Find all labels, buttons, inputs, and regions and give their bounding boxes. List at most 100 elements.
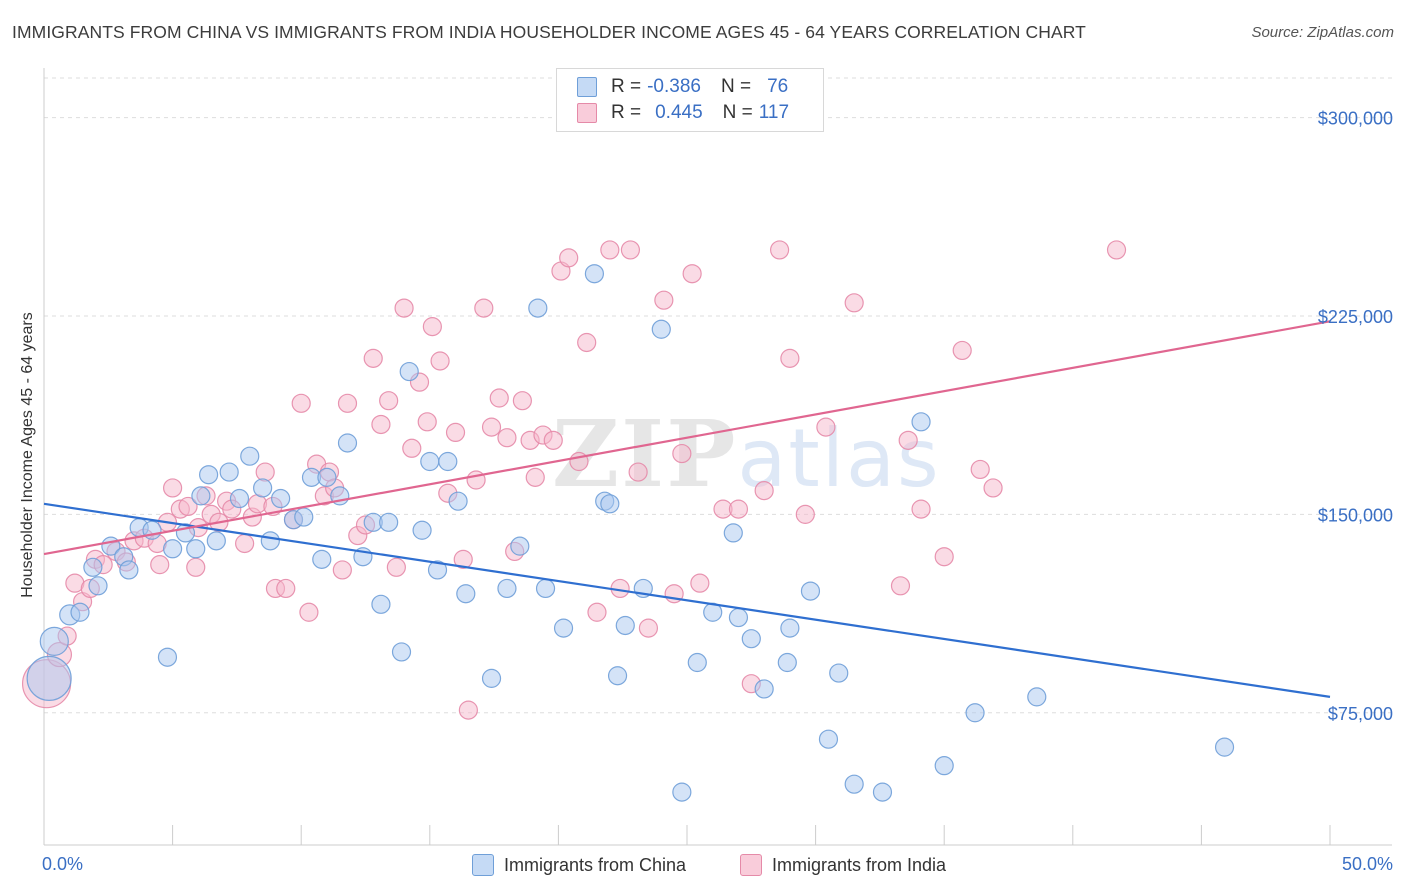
india-point xyxy=(178,496,198,517)
china-point xyxy=(965,703,985,723)
china-point xyxy=(420,451,440,472)
china-point xyxy=(777,652,797,673)
india-point xyxy=(299,602,319,622)
india-point xyxy=(844,293,864,313)
india-point xyxy=(577,332,597,353)
india-point xyxy=(682,264,702,284)
india-point xyxy=(402,438,422,458)
china-point xyxy=(800,581,821,601)
china-point xyxy=(497,578,517,599)
axes xyxy=(43,68,1392,846)
india-point xyxy=(255,462,275,482)
china-point xyxy=(829,663,849,683)
china-point xyxy=(88,576,108,596)
india-point xyxy=(276,578,296,599)
india-point xyxy=(163,478,183,498)
india-r-value: 0.445 xyxy=(655,102,703,123)
china-point xyxy=(672,782,692,802)
india-point xyxy=(911,499,931,519)
legend-row-china: R = -0.386 N = 76 xyxy=(577,75,788,99)
india-point xyxy=(379,391,399,411)
china-point xyxy=(70,602,90,622)
china-point xyxy=(741,629,761,649)
china-point xyxy=(260,531,280,551)
china-point xyxy=(191,486,211,506)
china-point xyxy=(728,607,749,628)
india-point xyxy=(952,340,972,361)
y-tick-label: $75,000 xyxy=(1328,704,1393,724)
bottom-india-label: Immigrants from India xyxy=(772,854,947,875)
china-point xyxy=(271,488,291,509)
india-point xyxy=(1106,240,1127,260)
india-point xyxy=(337,393,358,413)
china-trend-line xyxy=(43,502,1331,698)
china-point xyxy=(600,494,620,514)
china-point xyxy=(818,729,839,749)
china-point xyxy=(934,756,954,776)
y-tick-label: $225,000 xyxy=(1318,307,1393,327)
india-point xyxy=(898,430,918,450)
china-point xyxy=(312,549,332,569)
bottom-legend-china: Immigrants from China xyxy=(472,852,686,878)
india-points xyxy=(21,240,1127,720)
china-point xyxy=(754,679,774,699)
india-point xyxy=(481,417,502,437)
chart-title: IMMIGRANTS FROM CHINA VS IMMIGRANTS FROM… xyxy=(12,22,1086,42)
india-point xyxy=(489,388,509,408)
china-swatch xyxy=(577,77,597,97)
china-point xyxy=(206,531,226,551)
india-point xyxy=(628,462,648,482)
china-point xyxy=(119,560,139,580)
india-point xyxy=(983,478,1003,498)
legend-row-india: R = 0.445 N = 117 xyxy=(577,101,789,125)
india-trend-line xyxy=(43,320,1331,556)
india-n-value: 117 xyxy=(758,102,790,123)
china-point xyxy=(412,520,432,540)
china-points xyxy=(26,264,1235,802)
china-point xyxy=(872,782,893,802)
china-n-value: 76 xyxy=(767,76,789,97)
x-tick-label: 50.0% xyxy=(1342,854,1393,874)
india-point xyxy=(543,430,563,450)
china-point xyxy=(317,467,337,487)
india-point xyxy=(672,443,692,464)
china-point xyxy=(379,512,399,532)
india-point xyxy=(934,547,954,567)
china-point xyxy=(1214,737,1235,757)
china-point xyxy=(229,488,250,509)
china-point xyxy=(427,560,448,580)
china-point xyxy=(399,361,419,382)
china-point xyxy=(199,465,219,485)
india-point xyxy=(769,240,790,260)
india-point xyxy=(235,533,255,554)
china-point xyxy=(163,539,183,559)
source-credit: Source: ZipAtlas.com xyxy=(1251,24,1394,41)
india-point xyxy=(970,459,990,480)
china-point xyxy=(438,451,458,472)
china-n-label: N = xyxy=(720,76,752,97)
india-swatch xyxy=(577,103,597,123)
stats-legend: R = -0.386 N = 76 R = 0.445 N = 117 xyxy=(556,68,824,132)
china-point xyxy=(391,642,412,662)
china-point xyxy=(157,647,178,667)
india-point xyxy=(816,417,836,437)
india-point xyxy=(728,499,749,519)
india-point xyxy=(394,298,414,318)
india-point xyxy=(453,549,473,569)
y-axis-label: Householder Income Ages 45 - 64 years xyxy=(19,312,36,598)
india-point xyxy=(690,573,710,593)
china-point xyxy=(240,446,260,466)
india-point xyxy=(445,422,466,443)
china-point xyxy=(528,298,548,318)
china-point xyxy=(584,264,605,284)
china-point xyxy=(186,539,206,559)
china-point xyxy=(687,652,707,673)
india-point xyxy=(497,428,517,448)
india-point xyxy=(474,298,494,318)
china-point xyxy=(535,578,556,599)
india-point xyxy=(620,240,641,260)
china-point xyxy=(294,507,314,527)
china-point xyxy=(371,594,391,614)
india-point xyxy=(386,557,406,577)
